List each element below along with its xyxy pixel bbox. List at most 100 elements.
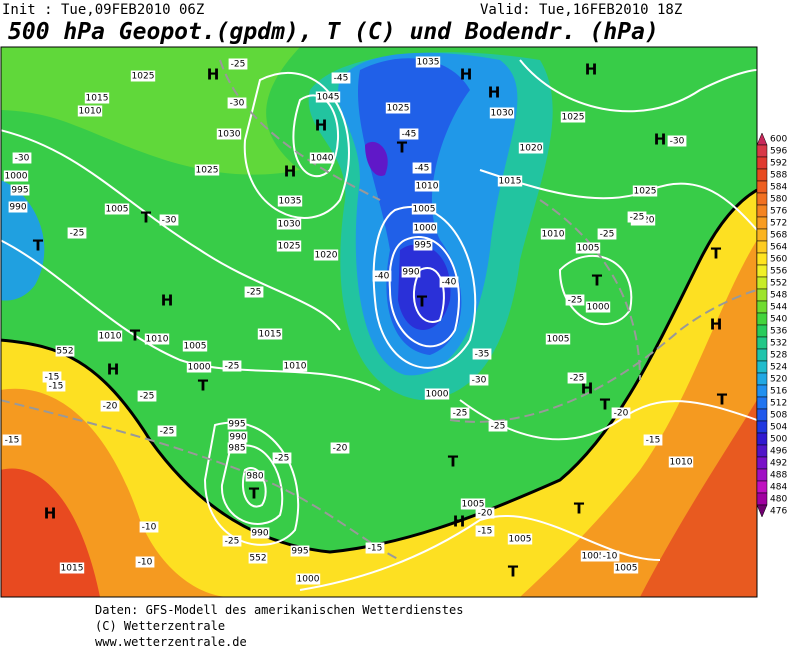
colorbar-label: 512: [770, 399, 787, 409]
label-box: [67, 227, 87, 239]
pressure-center: T: [711, 245, 722, 263]
label-box: [77, 105, 103, 117]
pressure-center: H: [654, 131, 667, 149]
colorbar-label: 480: [770, 495, 787, 505]
pressure-center: T: [592, 272, 603, 290]
label-box: [100, 400, 120, 412]
pressure-center: T: [574, 500, 585, 518]
contour-label: 1035: [279, 197, 302, 207]
contour-label: 1030: [491, 109, 514, 119]
label-box: [250, 527, 270, 539]
colorbar-swatch: [756, 492, 768, 506]
colorbar-label: 536: [770, 327, 787, 337]
contour-label: 1005: [413, 205, 436, 215]
contour-label: 1025: [132, 72, 155, 82]
colorbar-swatch: [756, 456, 768, 470]
colorbar-swatch: [756, 252, 768, 266]
label-box: [372, 270, 392, 282]
colorbar-label: 548: [770, 291, 787, 301]
colorbar-label: 580: [770, 195, 787, 205]
contour-label: -35: [475, 350, 490, 360]
label-box: [460, 498, 486, 510]
colorbar-label: 476: [770, 507, 787, 517]
label-box: [489, 107, 515, 119]
contour-label: 980: [246, 472, 263, 482]
contour-label: 1000: [188, 363, 211, 373]
label-box: [228, 58, 248, 70]
colorbar-swatch: [756, 312, 768, 326]
label-box: [667, 135, 687, 147]
contour-label: 1020: [520, 144, 543, 154]
colorbar-label: 524: [770, 363, 787, 373]
colorbar-swatch: [756, 372, 768, 386]
label-box: [2, 434, 22, 446]
pressure-center: T: [198, 377, 209, 395]
contour-label: -10: [142, 523, 157, 533]
pressure-center: T: [717, 391, 728, 409]
contour-label: 1045: [317, 93, 340, 103]
contour-label: -45: [402, 130, 417, 140]
label-box: [276, 240, 302, 252]
label-box: [497, 175, 523, 187]
contour-label: 1010: [542, 230, 565, 240]
label-box: [540, 228, 566, 240]
contour-label: 995: [291, 547, 308, 557]
colorbar-swatch: [756, 216, 768, 230]
label-box: [315, 91, 341, 103]
contour-label: -40: [442, 278, 457, 288]
colorbar-label: 560: [770, 255, 787, 265]
contour-label: 1005: [615, 564, 638, 574]
colorbar-swatch: [756, 264, 768, 278]
contour-label: -25: [225, 537, 240, 547]
contour-label: 1005: [462, 500, 485, 510]
label-box: [248, 552, 268, 564]
contour-label: 1010: [670, 458, 693, 468]
colorbar-swatch: [756, 132, 768, 146]
valid-time: Valid: Tue,16FEB2010 18Z: [480, 2, 682, 18]
contour-label: -10: [138, 558, 153, 568]
pressure-center: H: [460, 66, 473, 84]
label-box: [272, 452, 292, 464]
colorbar-swatch: [756, 420, 768, 434]
contour-label: -25: [70, 229, 85, 239]
label-box: [469, 374, 489, 386]
label-box: [424, 388, 450, 400]
colorbar-label: 544: [770, 303, 787, 313]
footer-line: Daten: GFS-Modell des amerikanischen Wet…: [95, 603, 463, 617]
pressure-center: T: [600, 396, 611, 414]
label-box: [84, 92, 110, 104]
pressure-center: T: [33, 237, 44, 255]
contour-label: 1005: [577, 244, 600, 254]
contour-label: -45: [415, 164, 430, 174]
contour-label: 1000: [587, 303, 610, 313]
pressure-center: H: [107, 361, 120, 379]
isotherms: [1, 59, 757, 561]
colorbar-label: 552: [770, 279, 787, 289]
label-box: [507, 533, 533, 545]
contour-label: 995: [414, 241, 431, 251]
contour-label: -30: [670, 137, 685, 147]
contour-label: -25: [225, 362, 240, 372]
colorbar-swatch: [756, 204, 768, 218]
contour-552: [1, 188, 757, 554]
contour-label: 1030: [218, 130, 241, 140]
colorbar-swatch: [756, 276, 768, 290]
contour-label: -15: [646, 436, 661, 446]
colorbar-swatch: [756, 144, 768, 158]
field-region: [640, 400, 757, 597]
contour-label: 1000: [5, 172, 28, 182]
contour-label: -30: [230, 99, 245, 109]
contour-label: 1000: [297, 575, 320, 585]
label-box: [144, 333, 170, 345]
pressure-center: T: [417, 293, 428, 311]
label-box: [42, 371, 62, 383]
label-box: [597, 228, 617, 240]
colorbar-label: 576: [770, 207, 787, 217]
contour-label: 1005: [184, 342, 207, 352]
contour-label: -25: [600, 230, 615, 240]
colorbar-swatch: [756, 360, 768, 374]
contour-label: -25: [568, 296, 583, 306]
colorbar-label: 532: [770, 339, 787, 349]
contour-label: 1015: [86, 94, 109, 104]
